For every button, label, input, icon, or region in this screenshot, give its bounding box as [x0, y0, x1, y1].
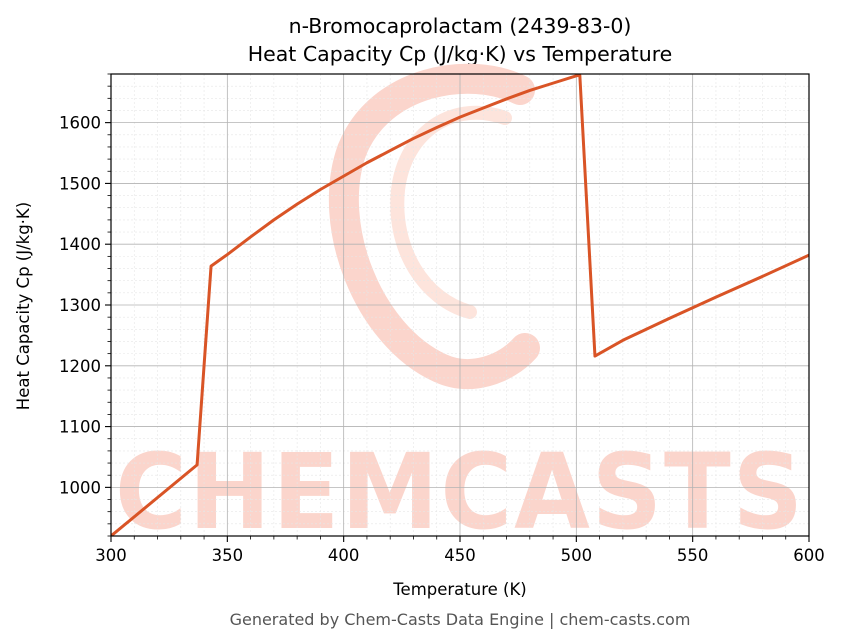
chart-title: n-Bromocaprolactam (2439-83-0) [289, 14, 632, 38]
x-tick-label: 450 [444, 546, 476, 565]
x-tick-label: 550 [677, 546, 709, 565]
plot-area: CHEMCASTS [110, 63, 810, 553]
series-line-heat-capacity [111, 73, 809, 536]
watermark-swirl-inner-icon [390, 105, 512, 319]
y-tick-label: 1500 [59, 174, 101, 193]
chart-subtitle: Heat Capacity Cp (J/kg·K) vs Temperature [248, 42, 673, 66]
watermark-swirl-icon [329, 63, 540, 389]
x-tick-label: 500 [561, 546, 593, 565]
watermark-logo: CHEMCASTS [115, 63, 805, 553]
y-tick-label: 1300 [59, 296, 101, 315]
x-tick-label: 600 [793, 546, 825, 565]
y-tick-label: 1400 [59, 235, 101, 254]
x-axis-label: Temperature (K) [392, 580, 526, 599]
y-axis: 1000 1100 1200 1300 1400 1500 1600 [59, 73, 111, 537]
x-tick-label: 350 [212, 546, 244, 565]
y-tick-label: 1000 [59, 478, 101, 497]
x-tick-label: 400 [328, 546, 360, 565]
watermark-text: CHEMCASTS [115, 431, 805, 553]
x-tick-label: 300 [95, 546, 127, 565]
y-tick-label: 1200 [59, 357, 101, 376]
y-tick-label: 1100 [59, 418, 101, 437]
y-tick-label: 1600 [59, 114, 101, 133]
x-axis: 300 350 400 450 500 550 600 [95, 536, 825, 565]
footer-credit: Generated by Chem-Casts Data Engine | ch… [230, 610, 691, 629]
y-axis-label: Heat Capacity Cp (J/kg·K) [14, 202, 33, 410]
